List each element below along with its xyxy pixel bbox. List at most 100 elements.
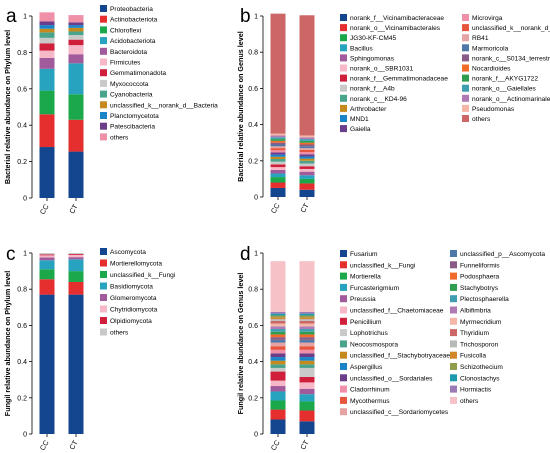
bar-segment: [270, 133, 286, 136]
bar-segment: [270, 419, 286, 434]
legend-label: others: [110, 134, 129, 141]
bar-segment: [299, 320, 315, 324]
y-tick-label: 0: [23, 432, 27, 439]
legend-swatch: [462, 104, 469, 112]
bar-segment: [270, 177, 286, 183]
legend-swatch: [340, 396, 347, 404]
bar-segment: [39, 114, 55, 148]
bar-segment: [270, 144, 286, 147]
bar-segment: [299, 183, 315, 190]
legend-label: Albifimbria: [460, 308, 491, 315]
legend-swatch: [450, 250, 457, 257]
legend-label: Glomeromycota: [110, 295, 157, 302]
y-tick-label: 0.6: [248, 86, 258, 93]
bar-segment: [299, 353, 315, 358]
bar-segment: [68, 294, 84, 434]
bar-segment: [39, 21, 55, 26]
y-axis-label: Fungil relative abundance on Genus level: [236, 273, 245, 415]
legend-swatch: [100, 101, 107, 109]
bar-segment: [299, 146, 315, 149]
legend-swatch: [462, 115, 469, 122]
legend-label: Thyridium: [460, 330, 489, 337]
bar-segment: [299, 261, 315, 312]
legend-swatch: [100, 248, 107, 255]
x-tick-label: CC: [38, 203, 51, 216]
bar-segment: [270, 154, 286, 157]
y-axis-label: Bacterial relative abundance on Genus le…: [236, 31, 245, 182]
legend-swatch: [340, 283, 347, 291]
bar-segment: [270, 148, 286, 151]
bar-segment: [68, 25, 84, 28]
legend-label: norank_o__Gaiellales: [472, 86, 536, 93]
bar-segment: [299, 178, 315, 184]
bar-segment: [39, 269, 55, 280]
bar-segment: [299, 148, 315, 150]
bar-segment: [270, 311, 286, 314]
bar-segment: [270, 323, 286, 327]
bar-segment: [68, 63, 84, 95]
y-tick-label: 0.4: [17, 123, 27, 130]
legend-swatch: [100, 90, 107, 98]
x-tick-label: CT: [298, 438, 311, 451]
bar-segment: [299, 421, 315, 434]
bar-segment: [299, 337, 315, 340]
bar-segment: [39, 294, 55, 434]
bar-segment: [299, 346, 315, 350]
legend-label: Acidobacteriota: [110, 38, 156, 45]
bar-segment: [270, 319, 286, 321]
legend-label: unclassified_o__Sordariales: [350, 375, 433, 382]
legend-label: Actinobacteriota: [110, 17, 158, 24]
y-tick-label: 0.6: [17, 86, 27, 93]
legend-swatch: [340, 340, 347, 348]
bar-segment: [270, 161, 286, 165]
legend-label: Marmoricola: [472, 45, 509, 52]
bar-segment: [299, 171, 315, 176]
chart-panel-a: a Bacterial relative abundance on Phylum …: [3, 5, 218, 216]
bar-segment: [68, 35, 84, 40]
legend-label: Schizothecium: [460, 364, 503, 371]
legend-label: Sphingomonas: [350, 55, 395, 62]
legend-swatch: [450, 306, 457, 314]
legend-swatch: [100, 15, 107, 23]
legend-label: unclassified_f__Stachybotryaceae: [350, 353, 450, 360]
legend-swatch: [462, 34, 469, 42]
legend-label: Stachybotrys: [460, 285, 499, 292]
bar-segment: [68, 39, 84, 46]
bar-segment: [299, 158, 315, 161]
bar-segment: [39, 57, 55, 69]
legend-swatch: [340, 74, 347, 82]
legend-swatch: [100, 79, 107, 87]
legend-label: Myrmecridium: [460, 319, 502, 326]
bar-segment: [270, 357, 286, 361]
legend-label: unclassified_f__Chaetomiaceae: [350, 308, 444, 315]
y-tick-label: 0.2: [248, 395, 258, 402]
y-tick-label: 0.4: [248, 122, 258, 129]
bar-segment: [39, 253, 55, 255]
legend-swatch: [462, 24, 469, 32]
legend-swatch: [340, 295, 347, 303]
bar-segment: [68, 31, 84, 36]
y-axis-label: Bacterial relative abundance on Phylum l…: [3, 30, 12, 184]
x-tick-label: CC: [38, 439, 51, 452]
legend-swatch: [340, 84, 347, 92]
bar-segment: [299, 168, 315, 172]
bar-segment: [68, 254, 84, 255]
legend-swatch: [100, 259, 107, 267]
legend-label: Fusarium: [350, 251, 378, 258]
legend-swatch: [100, 69, 107, 77]
legend-swatch: [340, 94, 347, 102]
bar-segment: [270, 140, 286, 143]
legend-label: Olpidiomycota: [110, 318, 152, 325]
bar-segment: [299, 15, 315, 136]
legend-swatch: [100, 305, 107, 313]
y-tick-label: 0.2: [17, 159, 27, 166]
bar-segment: [270, 360, 286, 365]
legend-label: Cyanobacteria: [110, 92, 153, 99]
bar-segment: [68, 253, 84, 255]
bar-segment: [270, 386, 286, 392]
legend-label: Patescibacteria: [110, 124, 155, 131]
bar-segment: [68, 27, 84, 32]
legend-label: Mortierella: [350, 274, 381, 281]
bar-segment: [270, 13, 286, 134]
